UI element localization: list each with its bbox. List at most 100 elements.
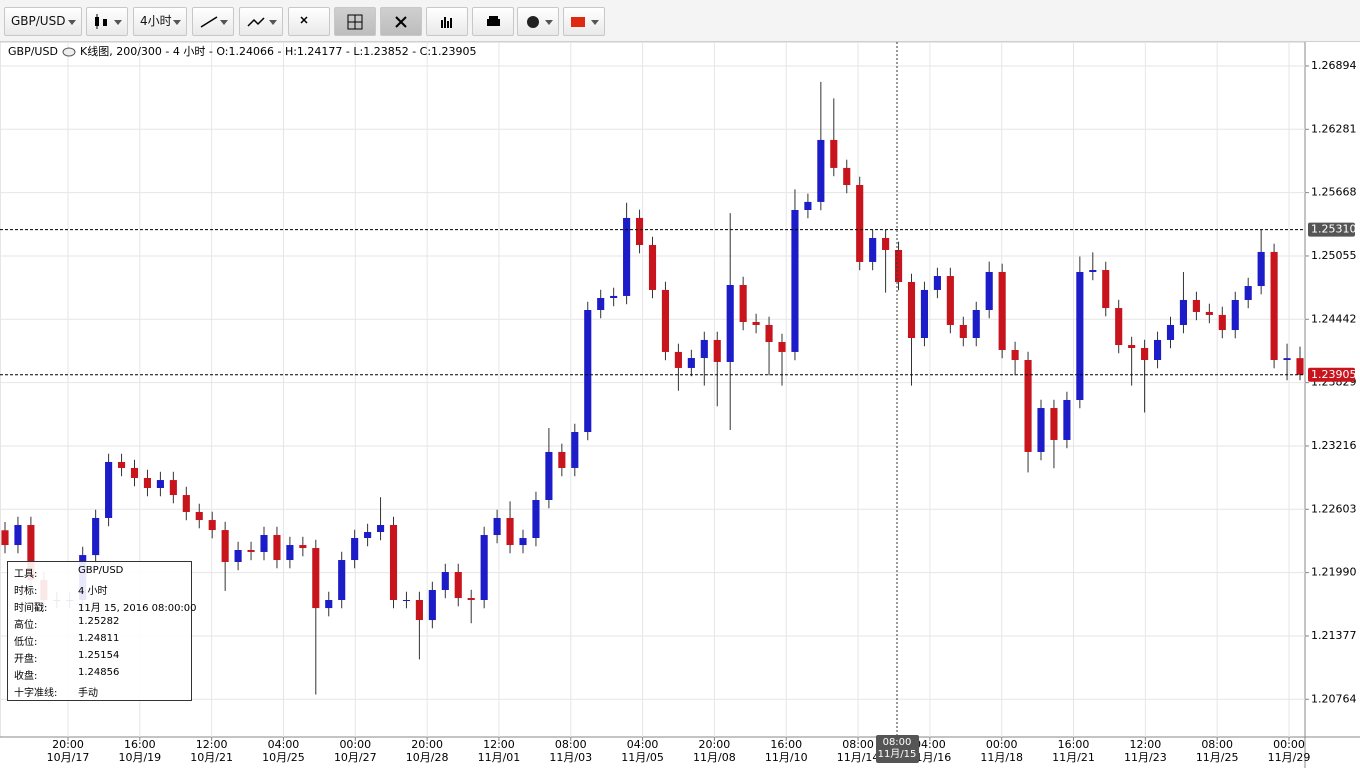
remove-icon [300,15,308,24]
x-tick-date: 11月/01 [478,751,521,764]
candle-body [623,217,631,296]
candle-body [817,139,825,202]
candle-body [389,524,398,601]
tooltip-key: 低位: [14,637,38,648]
y-tick-label: 1.26894 [1311,59,1357,72]
y-tick-label: 1.21990 [1311,566,1357,579]
candle-body [1179,299,1188,325]
crosshair-label-bg [876,735,919,763]
candle-body [558,451,566,468]
candle-body [584,309,592,433]
tooltip-key: 时间戳: [14,603,48,614]
candle-body [597,298,605,310]
candle-body [920,289,929,338]
eye-icon[interactable] [62,47,76,57]
candle-body [1,530,9,546]
tooltip-value: 11月 15, 2016 08:00:00 [78,603,197,614]
y-tick-label: 1.21377 [1311,629,1357,642]
candle-body [985,271,993,310]
crosshair-time: 08:00 [883,737,912,748]
candle-body [260,535,268,552]
fullscreen-button[interactable] [380,7,422,36]
candle-body [869,237,877,262]
candle-body [752,321,760,325]
price-label: 1.25310 [1311,223,1357,236]
candle-body [532,499,540,539]
candle-body [778,342,786,352]
remove-all-button[interactable] [288,7,330,36]
tooltip-key: 高位: [14,620,38,631]
candle-body [325,600,333,609]
draw-select[interactable] [239,7,283,36]
language-select[interactable] [563,7,605,36]
header-info: K线图, 200/300 - 4 小时 - O:1.24066 - H:1.24… [80,44,477,58]
tooltip-key: 收盘: [14,671,38,682]
candle-body [1257,251,1265,287]
volume-button[interactable] [426,7,468,36]
print-button[interactable] [472,7,514,36]
candle-body [1141,348,1149,361]
candle-body [804,201,812,210]
candle-body [273,535,281,561]
candle-body [1037,408,1045,452]
x-tick-date: 11月/29 [1268,751,1311,764]
x-tick-date: 11月/25 [1196,751,1239,764]
flag-icon [571,16,585,27]
candle-body [545,451,553,500]
line-icon [200,15,218,28]
candle-body [428,589,436,621]
candle-body [907,282,916,338]
candle-body [830,139,838,168]
symbol-select[interactable]: GBP/USD [4,7,82,36]
y-tick-label: 1.20764 [1311,692,1357,705]
price-label-bg [1308,367,1355,382]
toolbar: GBP/USD 4小时 [0,0,1360,42]
candle-body [1270,251,1278,361]
candle-body [882,237,890,250]
candle-body [972,309,980,338]
candle-body [791,209,799,352]
x-tick-date: 11月/14 [837,751,880,764]
candle-body [467,598,475,601]
color-select[interactable] [517,7,559,36]
candle-body [1076,271,1084,400]
candle-body [105,461,113,518]
x-tick-time: 00:00 [1273,738,1305,751]
x-tick-date: 11月/21 [1052,751,1095,764]
x-tick-date: 11月/18 [980,751,1023,764]
candle-body [1166,324,1175,340]
candle-body [493,517,501,536]
header: GBP/USD K线图, 200/300 - 4 小时 - O:1.24066 … [8,44,477,58]
x-tick-date: 10月/21 [190,751,233,764]
x-tick-date: 10月/27 [334,751,377,764]
candle-body [933,276,941,290]
indicator-select[interactable] [192,7,234,36]
x-tick-date: 10月/19 [118,751,161,764]
candle-body [27,524,35,581]
candle-body [454,572,462,599]
candle-body [169,480,177,496]
print-icon [487,15,500,26]
price-label-bg [1308,222,1355,237]
tooltip-value: 1.25154 [78,650,120,661]
bars-icon [441,16,452,28]
header-symbol: GBP/USD [8,45,58,58]
candle-body [765,324,773,343]
candle-body [713,339,721,362]
crosshair-button[interactable] [334,7,376,36]
x-tick-time: 00:00 [339,738,371,751]
candle-body [480,535,488,601]
crosshair-date: 11月/15 [878,748,917,760]
candle-body [117,461,126,468]
y-tick-label: 1.25668 [1311,186,1357,199]
chart-type-select[interactable] [86,7,128,36]
candle-body [1063,399,1071,440]
candle-body [1050,408,1058,440]
tooltip-key: 十字准线: [14,688,58,699]
timeframe-select[interactable]: 4小时 [133,7,187,36]
x-tick-date: 11月/05 [621,751,664,764]
x-tick-time: 08:00 [1201,738,1233,751]
x-tick-date: 11月/23 [1124,751,1167,764]
candle-body [1244,286,1252,300]
